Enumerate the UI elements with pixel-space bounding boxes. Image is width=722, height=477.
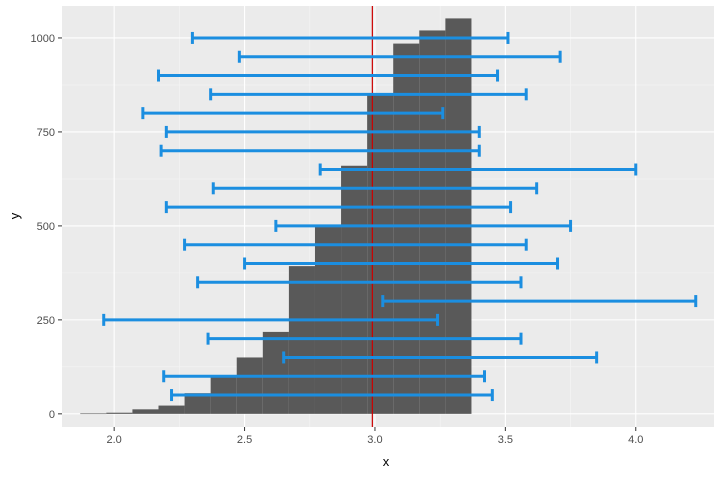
y-axis: 0 250 500 750 1000 <box>31 33 62 421</box>
interval-bar <box>156 69 500 82</box>
interval-bar <box>190 31 510 44</box>
interval-bar <box>237 50 562 63</box>
histogram-bar <box>262 331 289 414</box>
x-tick-label: 2.5 <box>237 434 252 446</box>
interval-bar <box>243 257 560 270</box>
y-tick-label: 250 <box>37 315 55 327</box>
interval-bar <box>162 370 486 383</box>
interval-bar <box>159 144 481 157</box>
interval-bar <box>141 107 445 120</box>
interval-bar <box>164 125 481 138</box>
interval-bar <box>164 201 513 214</box>
interval-bar <box>274 219 573 232</box>
histogram-bar <box>184 393 211 414</box>
x-tick-label: 3.5 <box>498 434 513 446</box>
histogram-bar <box>80 413 107 415</box>
interval-bar <box>381 295 698 308</box>
histogram-bar <box>393 43 420 414</box>
y-axis-title: y <box>7 212 22 219</box>
histogram-bar <box>158 405 185 414</box>
interval-bar <box>282 351 599 364</box>
histogram-bars <box>80 18 472 415</box>
interval-bar <box>170 389 494 402</box>
interval-bar <box>196 276 523 289</box>
y-tick-label: 0 <box>49 409 55 421</box>
y-tick-label: 1000 <box>31 33 55 45</box>
histogram-bar <box>106 412 133 414</box>
x-tick-label: 4.0 <box>628 434 643 446</box>
x-tick-label: 2.0 <box>107 434 122 446</box>
y-tick-label: 500 <box>37 221 55 233</box>
interval-bar <box>102 313 440 326</box>
interval-bar <box>183 238 528 251</box>
x-tick-label: 3.0 <box>367 434 382 446</box>
histogram-bar <box>367 93 394 414</box>
interval-bars <box>102 31 698 402</box>
interval-bar <box>206 332 523 345</box>
histogram-bar <box>445 18 472 414</box>
histogram-bar <box>236 357 263 414</box>
interval-bar <box>209 88 528 101</box>
histogram-bar <box>132 409 159 414</box>
interval-bar <box>211 182 539 195</box>
x-axis: 2.0 2.5 3.0 3.5 4.0 <box>107 427 643 446</box>
y-tick-label: 750 <box>37 127 55 139</box>
x-axis-title: x <box>383 454 390 469</box>
interval-bar <box>318 163 638 176</box>
